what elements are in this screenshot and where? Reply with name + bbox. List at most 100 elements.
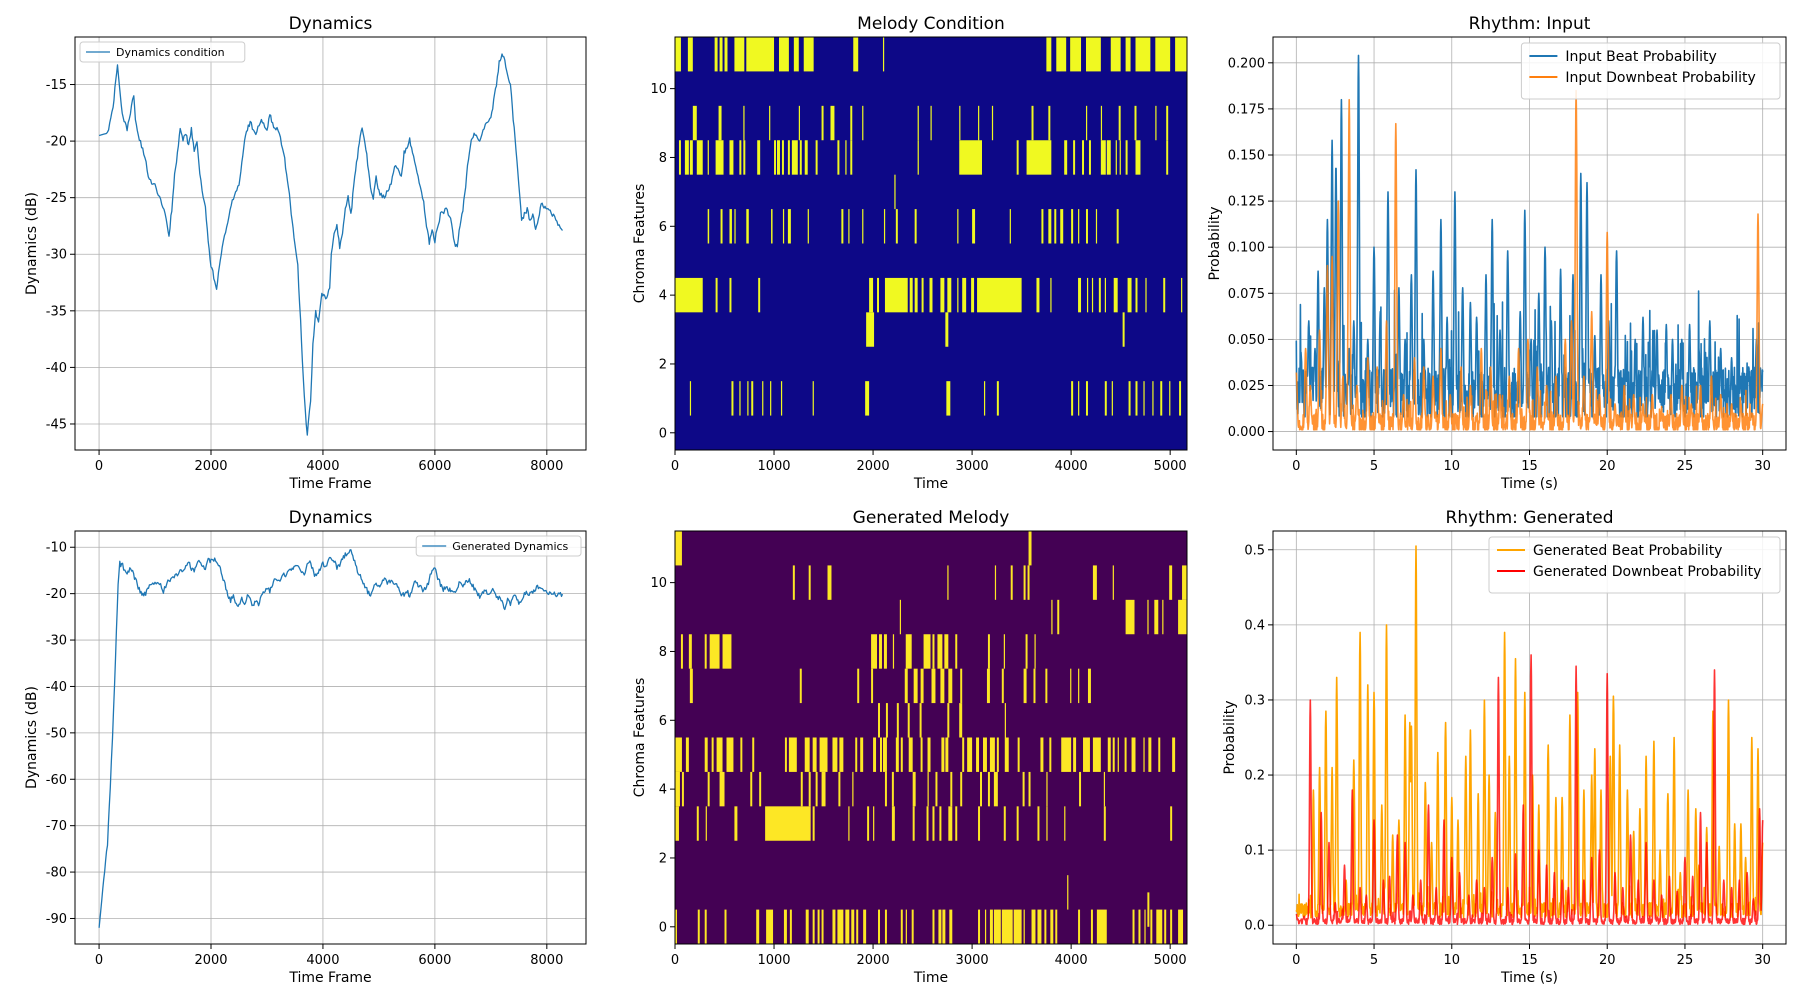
generated-melody-note	[1131, 737, 1136, 772]
melody-condition-note	[1118, 105, 1121, 141]
generated-dynamics-ytick-label: -80	[46, 866, 67, 881]
generated-melody-xtick-label: 1000	[757, 953, 790, 968]
melody-condition-note	[1125, 37, 1131, 72]
generated-melody-note	[955, 634, 958, 669]
generated-melody-note	[913, 668, 918, 704]
melody-condition-note	[1054, 209, 1057, 244]
generated-melody-note	[960, 668, 963, 704]
melody-condition-note	[869, 277, 874, 313]
melody-condition-note	[909, 277, 913, 313]
generated-melody-note	[788, 737, 797, 772]
rhythm-generated-legend-label: Generated Beat Probability	[1533, 543, 1722, 559]
generated-melody-note	[962, 737, 965, 772]
generated-melody-note	[905, 909, 907, 944]
generated-melody-note	[784, 737, 787, 772]
rhythm-input-xtick-label: 20	[1599, 459, 1616, 474]
melody-condition-note	[1031, 105, 1034, 141]
generated-melody-note	[855, 737, 858, 772]
melody-condition-note	[718, 105, 722, 141]
rhythm-input-xtick-label: 30	[1754, 459, 1771, 474]
generated-melody-note	[675, 531, 682, 566]
melody-condition-note	[1100, 105, 1103, 141]
generated-melody-note	[1162, 599, 1164, 635]
melody-condition-note	[959, 105, 961, 141]
melody-condition-note	[743, 140, 746, 175]
melody-condition-note	[746, 209, 749, 244]
generated-dynamics-xtick-label: 0	[95, 953, 103, 968]
melody-condition-note	[751, 381, 754, 416]
melody-condition-note	[850, 105, 853, 141]
melody-condition-note	[1135, 381, 1138, 416]
melody-condition-note	[884, 277, 908, 313]
generated-melody-ytick-label: 4	[659, 783, 667, 798]
generated-melody-note	[675, 771, 680, 807]
generated-melody-note	[1096, 909, 1107, 944]
melody-condition-note	[977, 277, 1022, 313]
generated-melody-note	[1013, 909, 1022, 944]
generated-melody-note	[812, 806, 815, 841]
generated-melody-note	[1170, 909, 1173, 944]
generated-melody-note	[1078, 668, 1080, 704]
generated-melody-note	[907, 703, 910, 738]
generated-melody-note	[704, 634, 707, 669]
melody-condition-note	[675, 277, 703, 313]
generated-melody-note	[939, 806, 942, 841]
melody-condition-note	[689, 140, 693, 175]
melody-condition-note	[1060, 209, 1064, 244]
generated-melody-ytick-label: 6	[659, 714, 667, 729]
generated-melody-note	[896, 703, 899, 738]
melody-condition-note	[780, 381, 783, 416]
rhythm-input-legend-box	[1520, 42, 1781, 100]
melody-condition-note	[1166, 140, 1169, 175]
generated-melody-note	[1078, 909, 1081, 944]
generated-dynamics-legend-box	[415, 535, 582, 557]
rhythm-input-title: Rhythm: Input	[1469, 14, 1591, 34]
melody-condition-note	[837, 140, 840, 175]
melody-condition-note	[684, 140, 689, 175]
generated-melody-note	[689, 668, 693, 704]
generated-melody-note	[967, 737, 973, 772]
generated-melody-note	[911, 909, 914, 944]
melody-condition-note	[747, 381, 749, 416]
generated-melody-note	[1044, 909, 1047, 944]
generated-melody-note	[989, 737, 995, 772]
generated-melody-ytick-label: 10	[650, 576, 667, 591]
melody-condition-note	[799, 140, 802, 175]
generated-melody-note	[827, 565, 832, 600]
rhythm-input-ytick-label: 0.025	[1228, 379, 1265, 394]
melody-condition-note	[1078, 381, 1080, 416]
rhythm-generated-xtick-label: 0	[1292, 953, 1300, 968]
rhythm-input-legend-label: Input Downbeat Probability	[1565, 70, 1755, 86]
generated-dynamics-legend: Generated Dynamics	[415, 535, 582, 557]
melody-condition-note	[815, 140, 818, 175]
generated-melody-note	[1148, 737, 1152, 772]
generated-melody-note	[1092, 565, 1097, 600]
rhythm-input-series-line	[1295, 89, 1764, 431]
generated-melody-note	[815, 771, 818, 807]
generated-melody-note	[832, 737, 838, 772]
generated-melody-note	[852, 771, 854, 807]
melody-condition-note	[862, 105, 864, 141]
generated-melody-ytick-label: 2	[659, 851, 667, 866]
input-dynamics-xtick-label: 2000	[194, 459, 227, 474]
generated-melody-note	[1090, 909, 1093, 944]
generated-melody-note	[899, 599, 902, 635]
generated-melody-note	[839, 737, 844, 772]
generated-melody-note	[871, 668, 874, 704]
melody-condition-note	[1115, 140, 1117, 175]
generated-melody-note	[931, 668, 936, 704]
generated-melody-note	[884, 909, 887, 944]
generated-melody-note	[1178, 909, 1184, 944]
melody-condition-note	[1078, 277, 1082, 313]
melody-condition-note	[914, 277, 918, 313]
melody-condition-ytick-label: 0	[659, 426, 667, 441]
generated-melody-note	[882, 737, 887, 772]
generated-melody-note	[711, 737, 714, 772]
melody-condition-ytick-label: 2	[659, 357, 667, 372]
generated-melody-note	[1010, 565, 1013, 600]
generated-melody-note	[920, 737, 923, 772]
generated-melody-note	[1107, 737, 1111, 772]
generated-melody-note	[892, 634, 895, 669]
input-dynamics-ytick-label: -30	[46, 248, 67, 263]
generated-melody-note	[1112, 565, 1114, 600]
